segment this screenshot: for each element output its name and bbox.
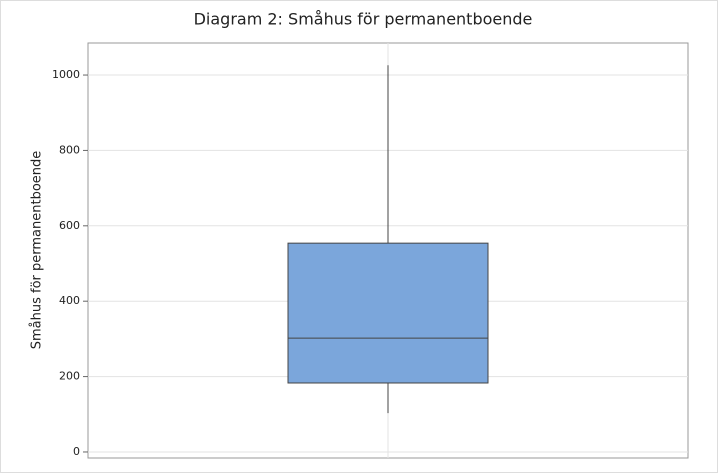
chart-title: Diagram 2: Småhus för permanentboende — [194, 10, 533, 29]
y-tick-label: 0 — [73, 445, 80, 458]
y-tick-label: 800 — [59, 143, 80, 156]
y-tick-label: 600 — [59, 219, 80, 232]
box — [287, 242, 489, 384]
y-tick-label: 400 — [59, 294, 80, 307]
y-tick-label: 1000 — [52, 68, 80, 81]
y-tick-label: 200 — [59, 370, 80, 383]
y-axis-label: Småhus för permanentboende — [30, 151, 45, 350]
